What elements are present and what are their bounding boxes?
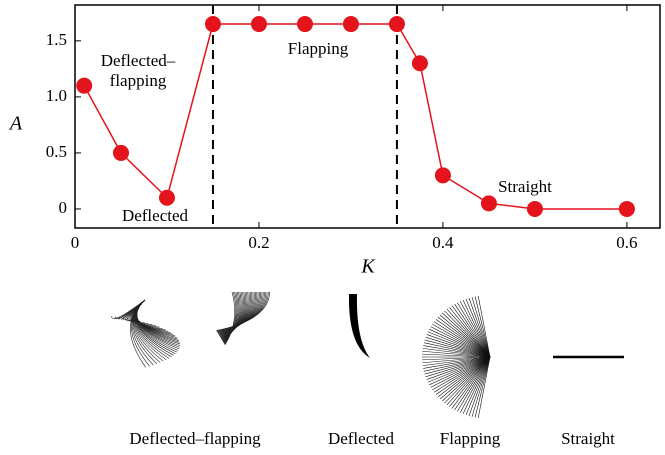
data-point (159, 190, 175, 206)
data-point (527, 201, 543, 217)
illustration-label: Deflected–flapping (129, 429, 261, 448)
y-tick-label: 1.5 (46, 30, 67, 49)
x-tick-label: 0.6 (616, 233, 637, 252)
annotation: Straight (498, 177, 552, 196)
annotation: Deflected– (101, 51, 176, 70)
data-point (619, 201, 635, 217)
illustration-label: Deflected (328, 429, 395, 448)
filament (137, 300, 180, 346)
data-point (343, 16, 359, 32)
y-tick-label: 0.5 (46, 142, 67, 161)
filament (137, 300, 178, 339)
data-point (412, 55, 428, 71)
annotation: flapping (110, 71, 167, 90)
filament (111, 300, 145, 318)
filament (438, 317, 490, 357)
data-point (389, 16, 405, 32)
data-point (113, 145, 129, 161)
x-axis-label: K (360, 256, 376, 278)
data-point (251, 16, 267, 32)
data-point (76, 78, 92, 94)
y-tick-label: 0 (59, 198, 68, 217)
figure: A K 0 0.2 0.4 0.6 0 0.5 1.0 1.5 Deflected–flappi… (0, 0, 665, 455)
y-tick-label: 1.0 (46, 86, 67, 105)
data-point (435, 167, 451, 183)
filament (438, 357, 490, 397)
annotation: Flapping (288, 39, 349, 58)
data-point (297, 16, 313, 32)
y-axis-label: A (8, 113, 23, 135)
x-tick-label: 0.2 (248, 233, 269, 252)
illustrations (111, 292, 624, 418)
data-point (481, 195, 497, 211)
illustration-label: Flapping (440, 429, 501, 448)
filament (115, 300, 145, 319)
annotation: Deflected (122, 206, 189, 225)
illustration-label: Straight (561, 429, 615, 448)
filament (349, 294, 370, 358)
x-tick-label: 0 (71, 233, 80, 252)
data-point (205, 16, 221, 32)
x-tick-label: 0.4 (432, 233, 454, 252)
page: A K 0 0.2 0.4 0.6 0 0.5 1.0 1.5 Deflected–flappi… (0, 0, 665, 455)
